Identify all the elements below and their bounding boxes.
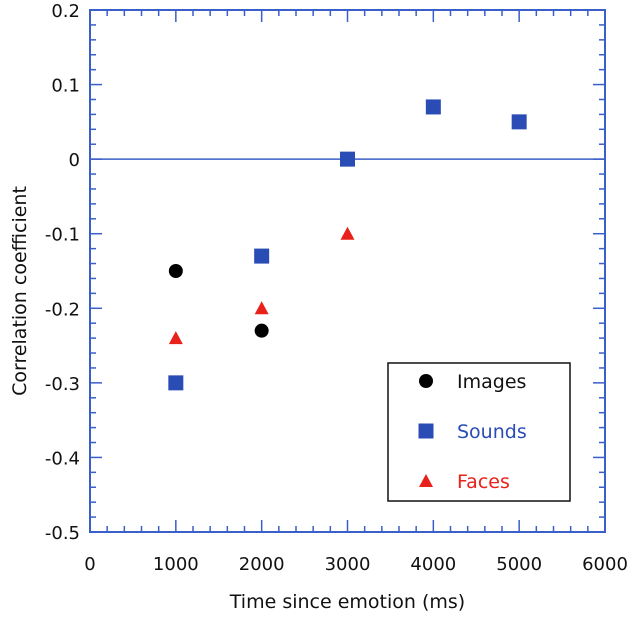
faces-point [340,226,355,240]
y-tick-label: -0.2 [45,299,80,320]
legend-items: Images Sounds Faces [418,371,527,493]
y-tick-label: 0.1 [51,76,80,97]
x-tick-label: 6000 [582,554,628,575]
y-tick-label: 0.2 [51,1,80,22]
legend-label-faces: Faces [457,471,510,493]
sounds-point [340,151,355,167]
y-tick-label: -0.3 [45,374,80,395]
x-tick-label: 3000 [325,554,371,575]
images-point [254,323,269,338]
legend-item-sounds: Sounds [418,421,527,443]
legend: Images Sounds Faces [387,362,571,502]
y-tick-label: -0.5 [45,523,80,544]
legend-marker-sounds [418,423,434,439]
sounds-point [254,248,270,264]
faces-point [254,301,269,315]
legend-box [387,362,571,502]
y-tick-label: -0.4 [45,448,80,469]
plot-frame [89,9,606,533]
legend-marker-images [419,374,433,388]
legend-item-images: Images [419,371,526,393]
tick-labels-layer: 0 1000 2000 3000 4000 5000 6000 0.2 0.1 0 -0.1 -0.2… [45,1,628,575]
legend-label-sounds: Sounds [457,421,527,443]
sounds-point [168,375,184,391]
x-tick-label: 0 [84,554,95,575]
x-tick-label: 2000 [239,554,285,575]
series-images [168,264,269,338]
x-tick-label: 1000 [153,554,199,575]
faces-point [168,331,183,345]
y-tick-label: -0.1 [45,225,80,246]
series-faces [168,226,355,345]
marks-layer [168,99,527,391]
x-tick-label: 5000 [496,554,542,575]
x-axis-label: Time since emotion (ms) [229,591,465,613]
series-sounds [168,99,527,391]
y-tick-label: 0 [69,150,80,171]
legend-label-images: Images [457,371,526,393]
legend-item-faces: Faces [419,471,510,493]
y-axis-label: Correlation coefficient [9,186,31,396]
x-tick-label: 4000 [410,554,456,575]
sounds-point [511,114,527,130]
legend-marker-faces [419,474,433,487]
sounds-point [425,99,441,115]
images-point [168,264,183,278]
